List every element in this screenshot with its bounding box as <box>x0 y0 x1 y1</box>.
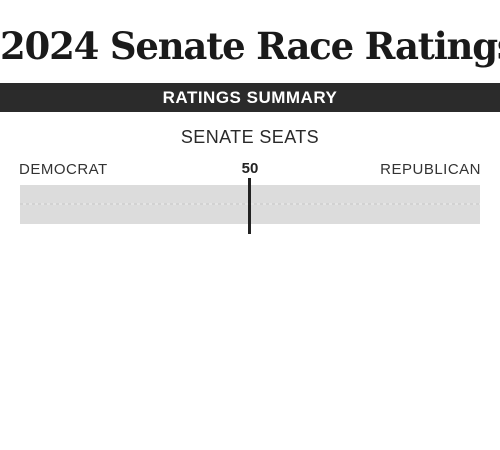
republican-label: REPUBLICAN <box>380 161 481 178</box>
senate-seats-heading: SENATE SEATS <box>180 127 320 147</box>
midpoint-label: 50 <box>241 160 259 177</box>
midpoint-marker <box>248 178 251 234</box>
page-title: 2024 Senate Race Ratings <box>0 24 500 68</box>
ratings-summary-banner: RATINGS SUMMARY <box>0 83 500 112</box>
ratings-summary-label: RATINGS SUMMARY <box>162 88 338 107</box>
democrat-label: DEMOCRAT <box>19 161 108 178</box>
